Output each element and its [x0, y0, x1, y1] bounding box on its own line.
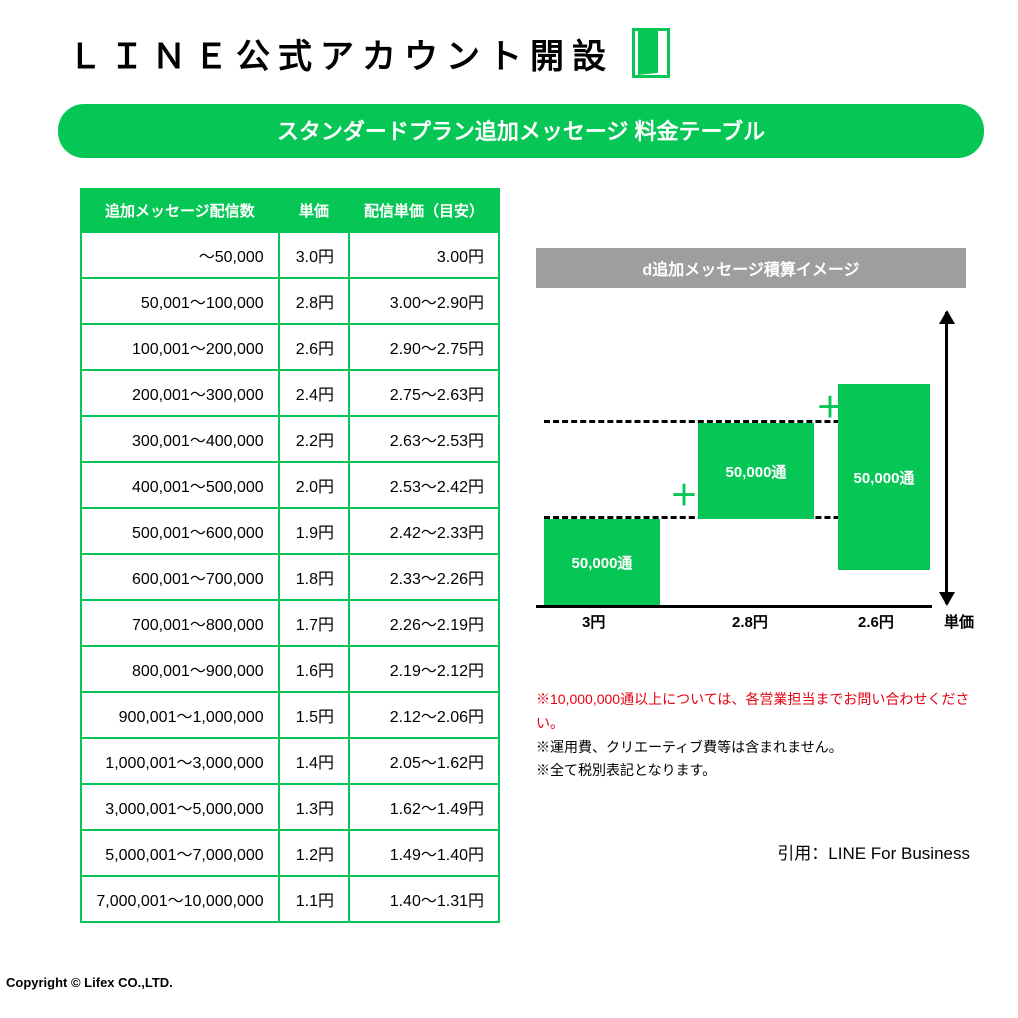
table-cell: 1.40～1.31円 [349, 876, 499, 922]
table-cell: 700,001～800,000 [81, 600, 279, 646]
table-cell: 2.12～2.06円 [349, 692, 499, 738]
table-header: 配信単価（目安） [349, 189, 499, 232]
note-line: ※10,000,000通以上については、各営業担当までお問い合わせください。 [536, 688, 976, 736]
content-area: 追加メッセージ配信数 単価 配信単価（目安） ～50,0003.0円3.00円5… [0, 158, 1018, 923]
plus-icon: ＋ [670, 474, 698, 514]
table-cell: 1.8円 [279, 554, 349, 600]
x-axis-label: 2.6円 [858, 611, 894, 632]
table-cell: 1.1円 [279, 876, 349, 922]
table-cell: 2.2円 [279, 416, 349, 462]
pricing-table: 追加メッセージ配信数 単価 配信単価（目安） ～50,0003.0円3.00円5… [80, 188, 500, 923]
table-cell: 2.19～2.12円 [349, 646, 499, 692]
table-row: 400,001～500,0002.0円2.53～2.42円 [81, 462, 499, 508]
table-cell: 5,000,001～7,000,000 [81, 830, 279, 876]
table-row: 50,001～100,0002.8円3.00～2.90円 [81, 278, 499, 324]
table-cell: 400,001～500,000 [81, 462, 279, 508]
page-title: ＬＩＮＥ公式アカウント開設 [0, 0, 1018, 78]
table-cell: 200,001～300,000 [81, 370, 279, 416]
table-row: 800,001～900,0001.6円2.19～2.12円 [81, 646, 499, 692]
table-cell: 2.63～2.53円 [349, 416, 499, 462]
table-cell: 2.6円 [279, 324, 349, 370]
table-cell: 3.00～2.90円 [349, 278, 499, 324]
table-cell: 3.00円 [349, 232, 499, 278]
table-cell: 1.6円 [279, 646, 349, 692]
table-row: 200,001～300,0002.4円2.75～2.63円 [81, 370, 499, 416]
table-cell: 2.53～2.42円 [349, 462, 499, 508]
stacking-chart: 50,000通50,000通50,000通＋＋3円2.8円2.6円 単価 [536, 306, 966, 666]
table-row: 700,001～800,0001.7円2.26～2.19円 [81, 600, 499, 646]
table-cell: 1.7円 [279, 600, 349, 646]
table-row: 300,001～400,0002.2円2.63～2.53円 [81, 416, 499, 462]
table-cell: 1.3円 [279, 784, 349, 830]
notes: ※10,000,000通以上については、各営業担当までお問い合わせください。 ※… [536, 688, 976, 783]
table-row: 600,001～700,0001.8円2.33～2.26円 [81, 554, 499, 600]
chart-bar: 50,000通 [698, 423, 814, 519]
table-row: ～50,0003.0円3.00円 [81, 232, 499, 278]
banner-title: スタンダードプラン追加メッセージ 料金テーブル [58, 104, 984, 158]
table-cell: 2.26～2.19円 [349, 600, 499, 646]
table-cell: 1.49～1.40円 [349, 830, 499, 876]
note-line: ※運用費、クリエーティブ費等は含まれません。 [536, 736, 976, 760]
table-cell: ～50,000 [81, 232, 279, 278]
table-cell: 2.90～2.75円 [349, 324, 499, 370]
table-row: 3,000,001～5,000,0001.3円1.62～1.49円 [81, 784, 499, 830]
table-cell: 2.75～2.63円 [349, 370, 499, 416]
table-row: 900,001～1,000,0001.5円2.12～2.06円 [81, 692, 499, 738]
source-citation: 引用：LINE For Business [536, 839, 984, 864]
table-cell: 1.2円 [279, 830, 349, 876]
table-row: 500,001～600,0001.9円2.42～2.33円 [81, 508, 499, 554]
door-icon [632, 28, 670, 78]
y-axis-icon [945, 312, 948, 604]
table-cell: 2.33～2.26円 [349, 554, 499, 600]
chart-title: d追加メッセージ積算イメージ [536, 248, 966, 288]
table-cell: 2.05～1.62円 [349, 738, 499, 784]
table-cell: 100,001～200,000 [81, 324, 279, 370]
table-cell: 1.9円 [279, 508, 349, 554]
table-cell: 1.62～1.49円 [349, 784, 499, 830]
table-cell: 2.0円 [279, 462, 349, 508]
table-row: 7,000,001～10,000,0001.1円1.40～1.31円 [81, 876, 499, 922]
table-cell: 500,001～600,000 [81, 508, 279, 554]
table-header: 単価 [279, 189, 349, 232]
table-cell: 1.5円 [279, 692, 349, 738]
chart-bar: 50,000通 [544, 519, 660, 605]
table-cell: 50,001～100,000 [81, 278, 279, 324]
table-cell: 7,000,001～10,000,000 [81, 876, 279, 922]
table-cell: 900,001～1,000,000 [81, 692, 279, 738]
table-cell: 600,001～700,000 [81, 554, 279, 600]
table-cell: 300,001～400,000 [81, 416, 279, 462]
note-line: ※全て税別表記となります。 [536, 759, 976, 783]
table-cell: 800,001～900,000 [81, 646, 279, 692]
chart-bar: 50,000通 [838, 384, 930, 570]
x-axis-label: 2.8円 [732, 611, 768, 632]
table-header: 追加メッセージ配信数 [81, 189, 279, 232]
table-cell: 3.0円 [279, 232, 349, 278]
table-cell: 2.8円 [279, 278, 349, 324]
plus-icon: ＋ [816, 386, 844, 426]
table-row: 1,000,001～3,000,0001.4円2.05～1.62円 [81, 738, 499, 784]
table-cell: 3,000,001～5,000,000 [81, 784, 279, 830]
table-cell: 2.42～2.33円 [349, 508, 499, 554]
table-row: 100,001～200,0002.6円2.90～2.75円 [81, 324, 499, 370]
table-cell: 2.4円 [279, 370, 349, 416]
copyright: Copyright © Lifex CO.,LTD. [6, 975, 173, 990]
x-axis-label: 3円 [582, 611, 605, 632]
x-axis-title: 単価 [944, 611, 974, 632]
page-title-text: ＬＩＮＥ公式アカウント開設 [68, 29, 614, 78]
right-panel: d追加メッセージ積算イメージ 50,000通50,000通50,000通＋＋3円… [536, 188, 984, 923]
x-axis [536, 605, 932, 608]
table-header-row: 追加メッセージ配信数 単価 配信単価（目安） [81, 189, 499, 232]
table-cell: 1.4円 [279, 738, 349, 784]
table-row: 5,000,001～7,000,0001.2円1.49～1.40円 [81, 830, 499, 876]
table-cell: 1,000,001～3,000,000 [81, 738, 279, 784]
